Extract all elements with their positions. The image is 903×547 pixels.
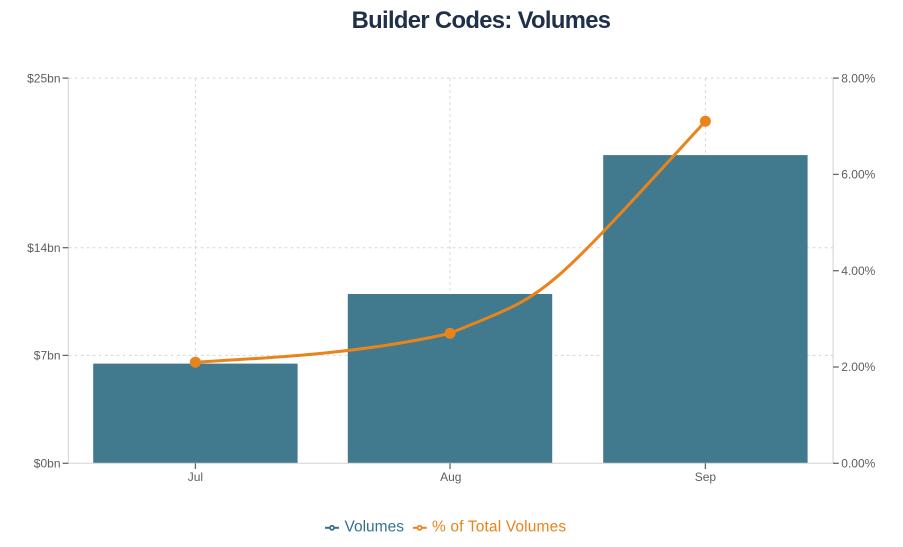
svg-text:$14bn: $14bn [27, 241, 60, 255]
svg-text:Jul: Jul [188, 470, 203, 484]
svg-text:4.00%: 4.00% [841, 264, 875, 278]
svg-text:Volumes: Volumes [345, 519, 405, 536]
svg-text:0.00%: 0.00% [841, 457, 875, 471]
svg-text:$7bn: $7bn [34, 349, 61, 363]
svg-text:% of Total Volumes: % of Total Volumes [432, 519, 566, 536]
svg-text:Sep: Sep [695, 470, 717, 484]
svg-text:2.00%: 2.00% [841, 360, 875, 374]
svg-text:8.00%: 8.00% [841, 71, 875, 85]
svg-text:Aug: Aug [440, 470, 461, 484]
svg-text:Builder Codes: Volumes: Builder Codes: Volumes [352, 7, 611, 34]
svg-text:$25bn: $25bn [27, 71, 60, 85]
svg-text:6.00%: 6.00% [841, 168, 875, 182]
svg-text:$0bn: $0bn [34, 457, 61, 471]
